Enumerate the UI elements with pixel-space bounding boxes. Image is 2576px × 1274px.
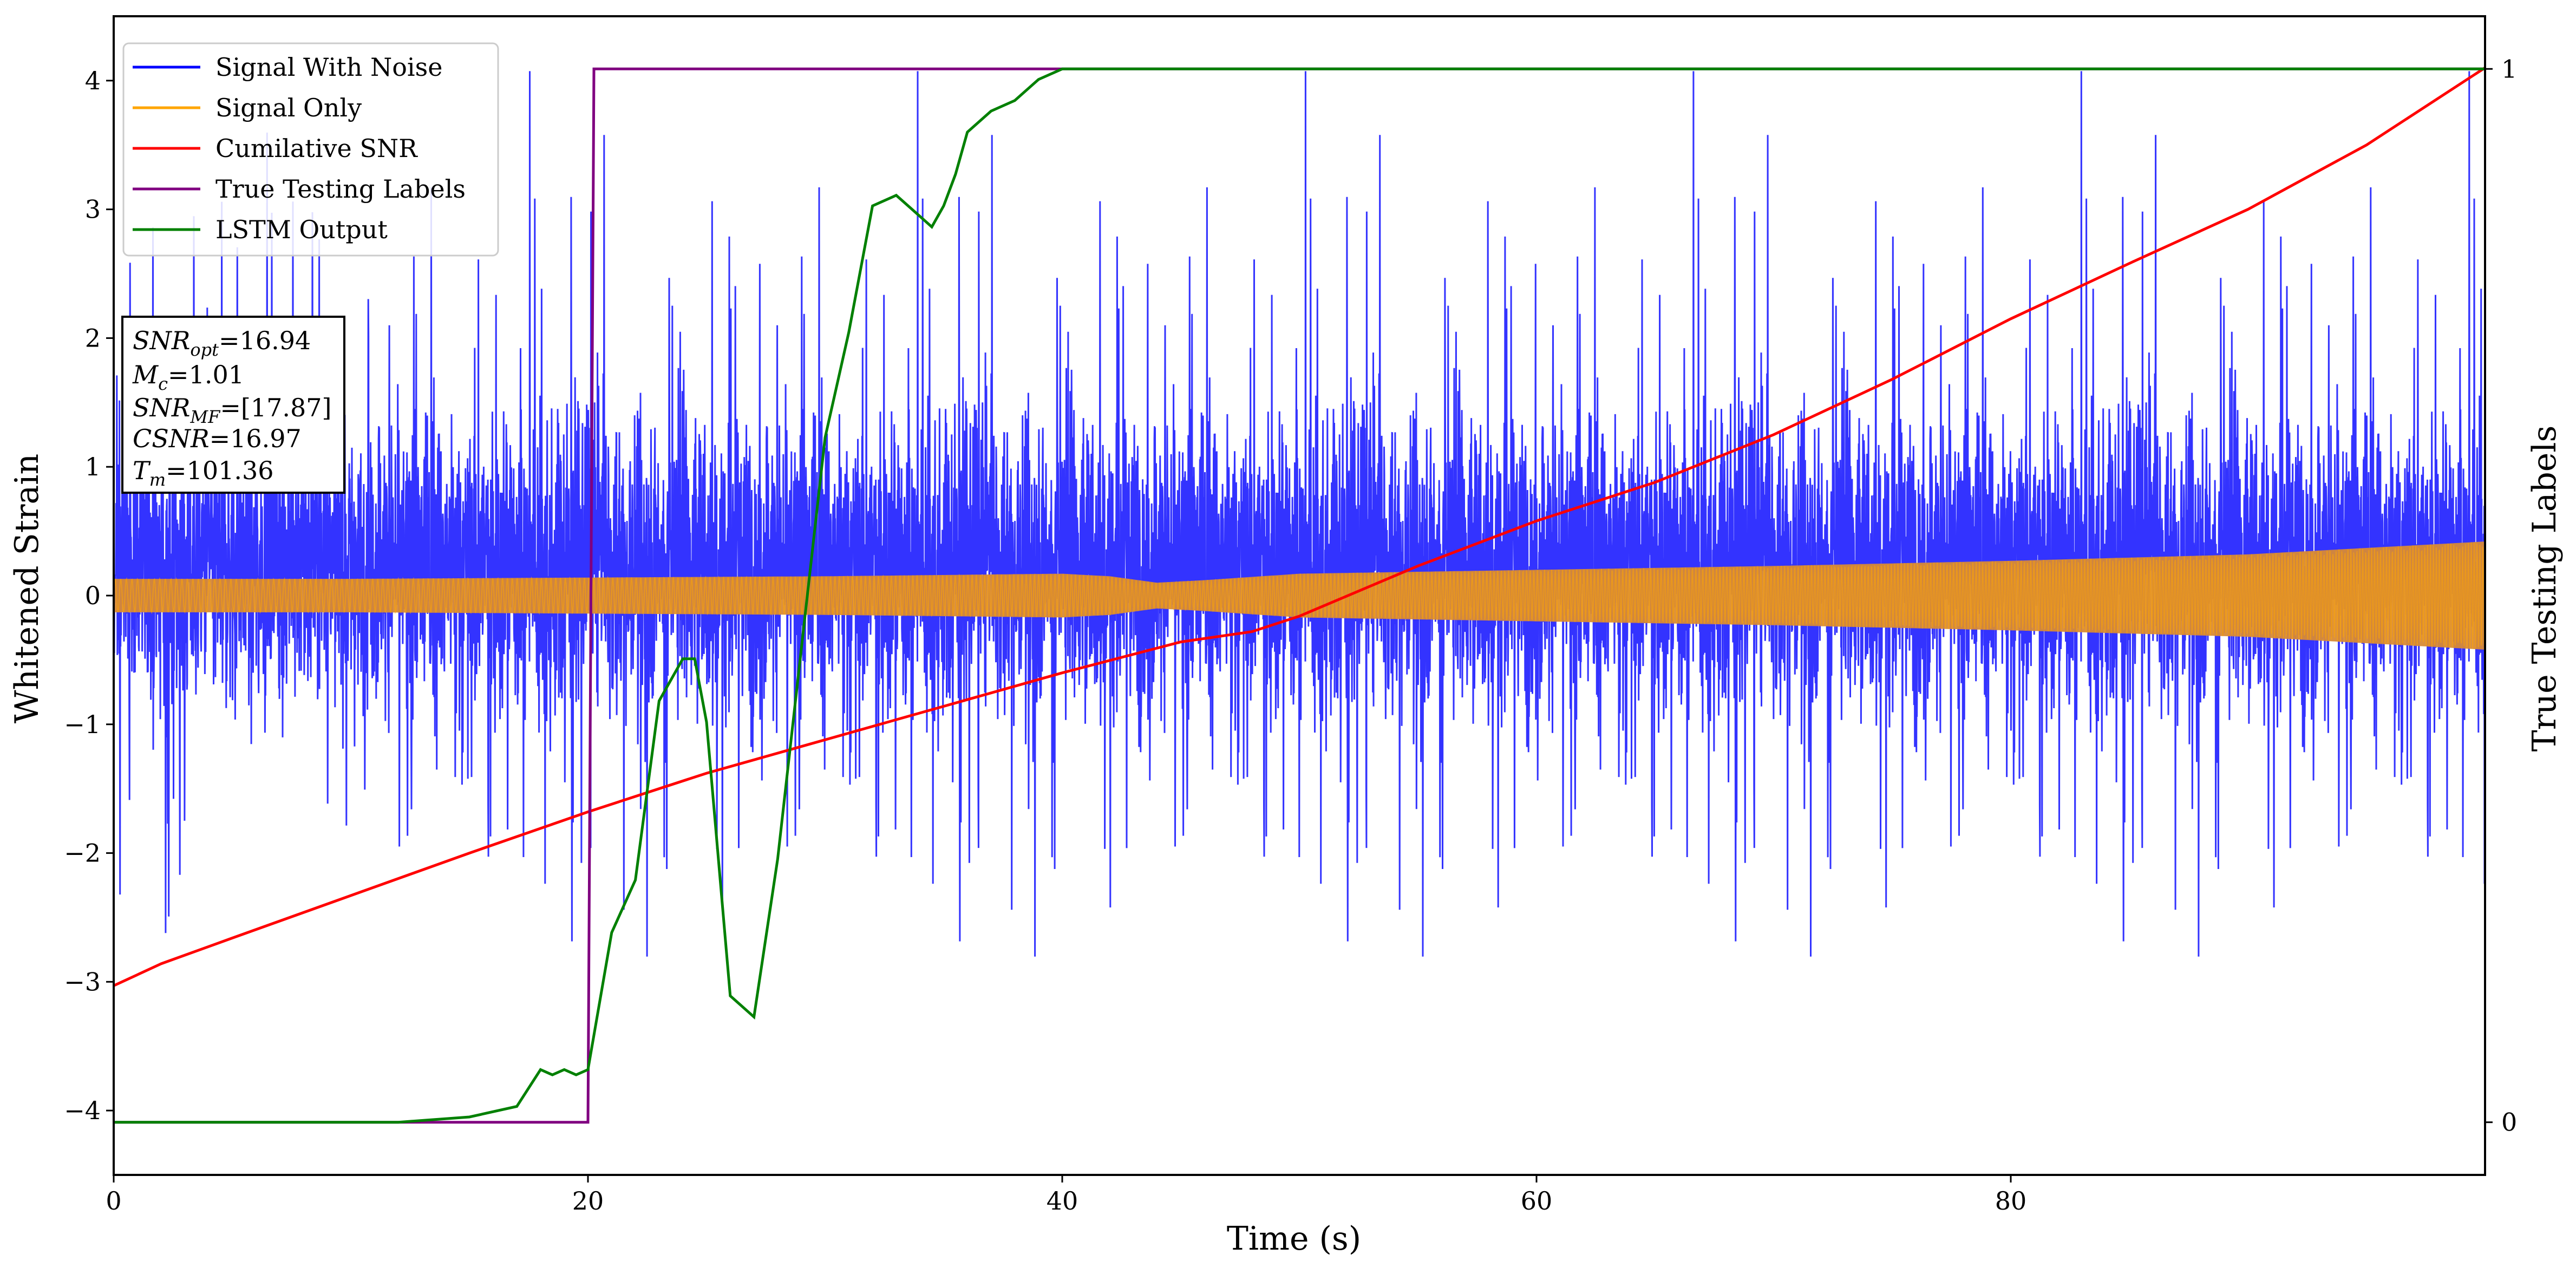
info-mc: Mc=1.01 (132, 360, 244, 394)
x-tick-label: 80 (1995, 1186, 2027, 1216)
left-y-axis-label: Whitened Strain (8, 454, 46, 723)
left-y-tick-label: 3 (85, 195, 101, 224)
cumulative-snr-series (114, 67, 2485, 987)
x-tick-label: 0 (106, 1186, 121, 1216)
left-y-tick-label: 4 (85, 66, 101, 95)
info-snr-mf: SNRMF=[17.87] (133, 393, 332, 427)
left-y-tick-label: 2 (85, 323, 101, 352)
left-y-tick-label: 0 (85, 581, 101, 610)
legend-label: Cumilative SNR (215, 134, 418, 163)
legend: Signal With Noise Signal Only Cumilative S… (122, 42, 499, 257)
right-y-tick-label: 0 (2501, 1108, 2517, 1137)
lstm-output-line (114, 67, 2485, 1124)
right-y-tick-label: 1 (2501, 54, 2517, 83)
left-y-tick-label: −2 (64, 839, 101, 868)
info-snr-opt: SNRopt=16.94 (133, 326, 311, 360)
lstm-output-series (114, 67, 2485, 1124)
left-y-tick-label: −4 (64, 1096, 101, 1125)
signal-only-line (114, 542, 2485, 649)
info-box-frame (121, 316, 345, 494)
x-tick-label: 20 (572, 1186, 604, 1216)
left-y-tick-label: −1 (64, 710, 101, 739)
legend-label: True Testing Labels (215, 174, 466, 204)
plot-area (114, 67, 2485, 1124)
right-y-axis: 01 (2485, 54, 2517, 1137)
info-csnr: CSNR=16.97 (133, 424, 302, 453)
x-tick-label: 40 (1047, 1186, 1078, 1216)
x-axis: 0 20 40 60 80 (106, 1175, 2026, 1216)
cumulative-snr-line (114, 67, 2485, 987)
legend-label: Signal With Noise (215, 53, 442, 82)
info-box: SNRopt=16.94 Mc=1.01 SNRMF=[17.87] CSNR=… (121, 316, 345, 494)
signal-only-series (114, 541, 2485, 650)
x-tick-label: 60 (1521, 1186, 1553, 1216)
legend-label: LSTM Output (215, 215, 388, 244)
info-tm: Tm=101.36 (133, 456, 274, 490)
x-axis-label: Time (s) (1227, 1220, 1361, 1258)
legend-label: Signal Only (215, 93, 362, 122)
left-y-tick-label: 1 (85, 452, 101, 481)
left-y-axis: −4 −3 −2 −1 0 1 2 3 4 (64, 66, 114, 1125)
right-y-axis-label: True Testing Labels (2526, 426, 2564, 752)
legend-box (122, 42, 499, 257)
left-y-tick-label: −3 (64, 967, 101, 996)
